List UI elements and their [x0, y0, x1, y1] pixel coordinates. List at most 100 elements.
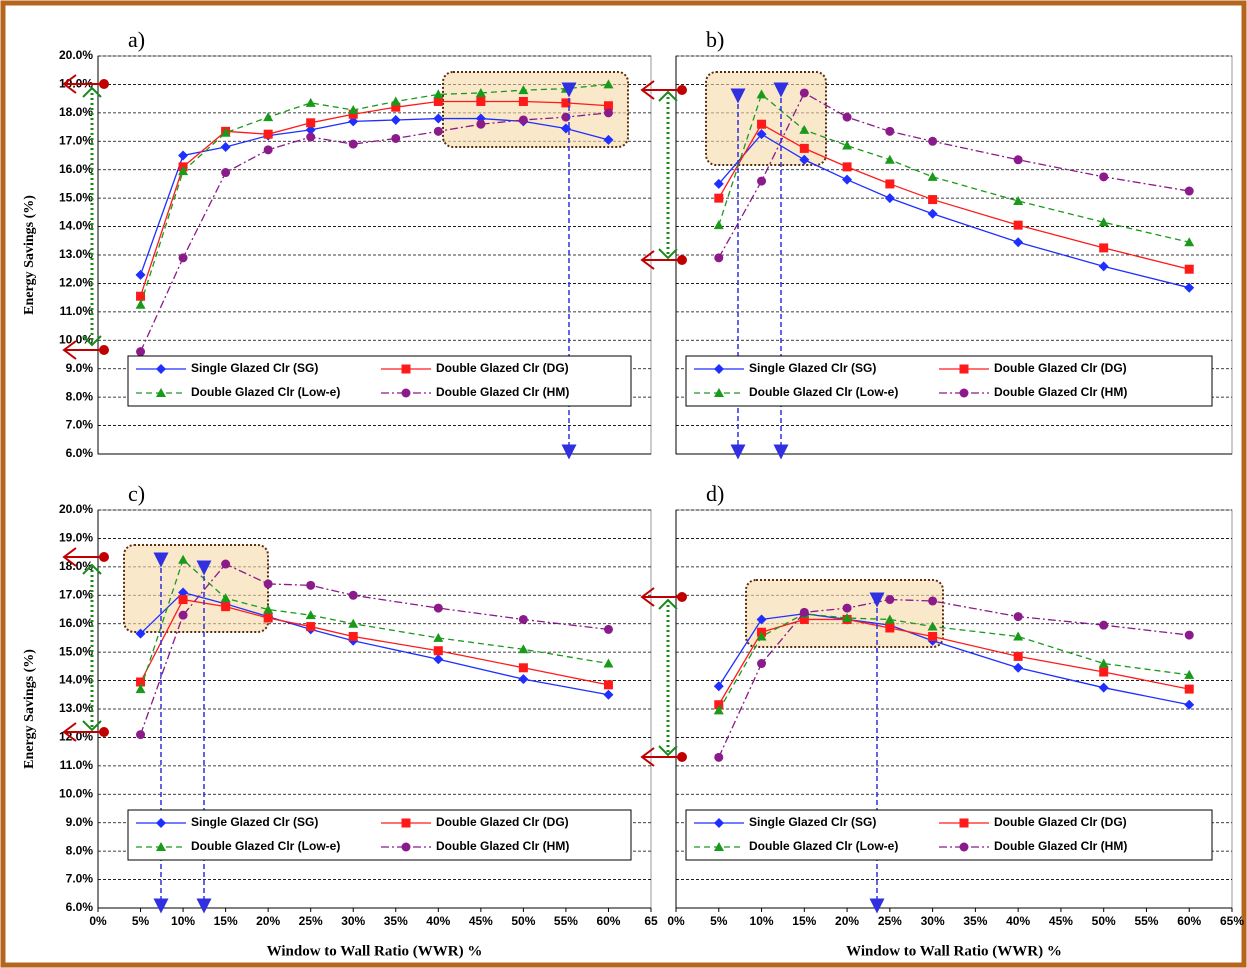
point [1013, 195, 1024, 205]
y-tick-label: 11.0% [60, 304, 94, 318]
point [305, 97, 316, 107]
x-tick-label: 60% [1177, 914, 1201, 928]
level-arrow-head [62, 722, 77, 742]
legend-marker [156, 842, 166, 851]
highlight [123, 544, 269, 633]
point [136, 291, 146, 301]
point [433, 603, 443, 613]
point [135, 299, 146, 309]
legend-label: Double Glazed Clr (DG) [436, 815, 569, 829]
point [1013, 651, 1023, 661]
point [1184, 684, 1194, 694]
point [1099, 172, 1109, 182]
point [221, 602, 231, 612]
point [842, 613, 853, 623]
point [348, 105, 359, 115]
point [756, 631, 767, 641]
level-dot [99, 727, 109, 737]
y-tick-label: 8.0% [66, 389, 94, 403]
point [305, 124, 316, 135]
point [884, 193, 895, 204]
x-axis-label: Window to Wall Ratio (WWR) % [846, 943, 1062, 959]
point [757, 119, 767, 129]
point [885, 595, 895, 605]
point [433, 632, 444, 642]
point [603, 79, 614, 89]
range-arrow-head [658, 745, 678, 757]
point [178, 554, 189, 564]
point [842, 603, 852, 613]
y-tick-label: 9.0% [66, 815, 94, 829]
level-arrow-head [640, 747, 655, 767]
point [178, 610, 188, 620]
y-tick-label: 8.0% [66, 843, 94, 857]
point [799, 607, 809, 617]
level-arrow-head [640, 80, 655, 100]
point [1099, 620, 1109, 630]
range-arrow-head [658, 598, 678, 610]
legend-label: Double Glazed Clr (Low-e) [749, 385, 898, 399]
point [476, 119, 486, 129]
point [885, 126, 895, 136]
point [433, 113, 444, 124]
point [518, 644, 529, 654]
point [136, 730, 146, 740]
legend-marker [401, 388, 411, 398]
point [1184, 669, 1195, 679]
point [135, 269, 146, 280]
y-tick-label: 12.0% [59, 730, 93, 744]
level-arrow-head [640, 250, 655, 270]
series-line [718, 92, 1190, 259]
legend-marker [156, 364, 166, 374]
point [1099, 243, 1109, 253]
point [713, 220, 724, 230]
level-dot [99, 345, 109, 355]
series-line [139, 83, 609, 305]
x-tick-label: 65 [644, 914, 658, 928]
y-tick-label: 14.0% [59, 219, 93, 233]
x-tick-label: 25% [878, 914, 902, 928]
point [928, 195, 938, 205]
y-tick-label: 18.0% [59, 105, 93, 119]
range-arrow-head [82, 720, 102, 732]
legend-label: Double Glazed Clr (HM) [436, 839, 569, 853]
point [306, 132, 316, 142]
legend [127, 355, 632, 407]
x-tick-label: 20% [256, 914, 280, 928]
point [220, 141, 231, 152]
x-tick-label: 0% [667, 914, 685, 928]
y-tick-label: 18.0% [59, 559, 93, 573]
panel: Single Glazed Clr (SG) Double Glazed Clr … [640, 27, 1233, 460]
point [221, 168, 231, 178]
x-tick-label: 35% [384, 914, 408, 928]
x-tick-label: 40% [1006, 914, 1030, 928]
point [799, 614, 809, 624]
point [178, 166, 189, 176]
legend-marker [959, 818, 969, 828]
y-tick-label: 10.0% [59, 786, 93, 800]
y-tick-label: 7.0% [66, 418, 94, 432]
legend-label: Double Glazed Clr (Low-e) [191, 385, 340, 399]
y-tick-label: 7.0% [66, 872, 94, 886]
point [927, 208, 938, 219]
legend-marker [959, 388, 969, 398]
point [433, 126, 443, 136]
range-arrow-head [658, 90, 678, 102]
point [603, 101, 613, 111]
point [390, 114, 401, 125]
level-dot [677, 752, 687, 762]
point [603, 689, 614, 700]
point [713, 705, 724, 715]
point [220, 127, 231, 137]
point [220, 593, 231, 603]
point [714, 752, 724, 762]
x-tick-label: 5% [132, 914, 150, 928]
legend-marker [401, 364, 411, 374]
point [799, 154, 810, 165]
point [518, 96, 528, 106]
level-dot [677, 255, 687, 265]
point [348, 590, 358, 600]
legend-marker [959, 364, 969, 374]
point [1013, 662, 1024, 673]
point [433, 646, 443, 656]
